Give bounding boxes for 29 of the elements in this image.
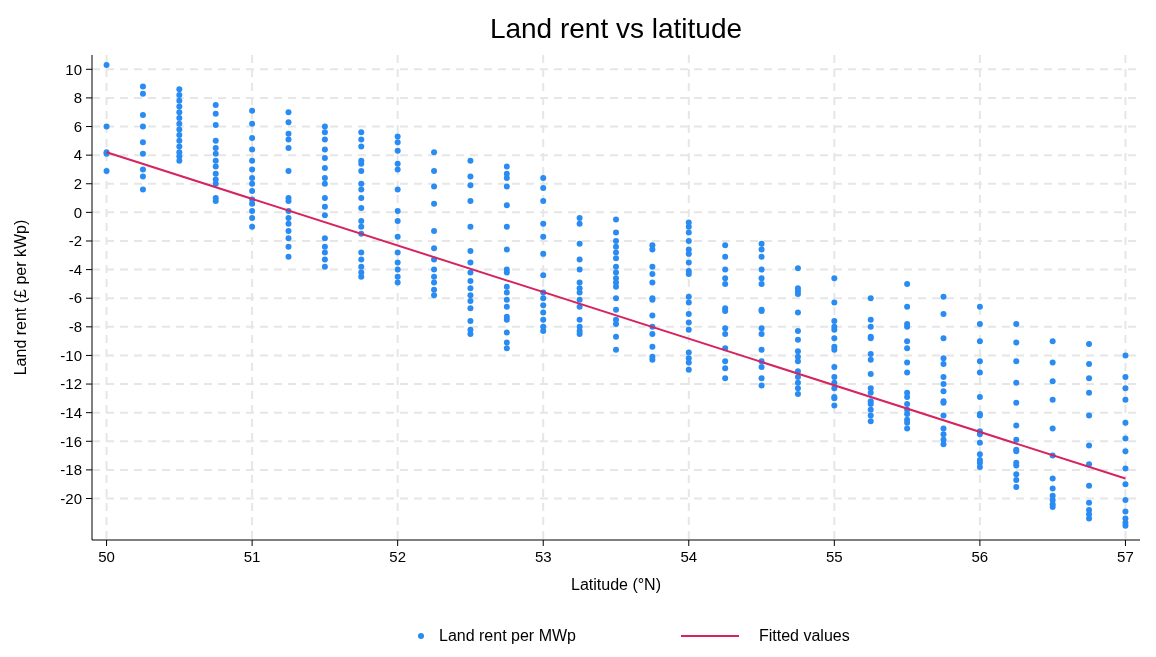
y-tick-label: 6	[73, 117, 82, 135]
x-tick-label: 54	[680, 548, 698, 565]
y-tick-label: -16	[60, 432, 82, 450]
y-tick-label: -4	[68, 260, 82, 278]
y-tick-label: -10	[60, 346, 82, 364]
chart-title: Land rent vs latitude	[489, 13, 743, 44]
y-tick-label: 10	[65, 60, 82, 78]
legend-label: Fitted values	[759, 627, 850, 644]
y-tick-label: 0	[73, 203, 82, 221]
y-tick-label: -14	[60, 403, 82, 421]
y-tick-label: -20	[60, 489, 82, 507]
y-tick-label: -12	[60, 375, 82, 393]
y-tick-label: -8	[68, 318, 82, 336]
x-tick-label: 53	[534, 548, 552, 565]
x-tick-label: 50	[98, 548, 115, 565]
legend-label: Land rent per MWp	[439, 627, 577, 644]
y-tick-label: -6	[68, 289, 82, 307]
y-tick-label: -18	[60, 461, 82, 479]
x-tick-label: 56	[971, 548, 989, 565]
y-axis-title: Land rent (£ per kWp)	[12, 219, 29, 376]
x-tick-label: 52	[389, 548, 407, 565]
y-tick-label: -2	[68, 232, 82, 250]
x-tick-label: 55	[825, 548, 843, 565]
y-tick-label: 2	[73, 175, 82, 193]
x-tick-label: 57	[1117, 548, 1134, 565]
y-tick-label: 4	[73, 146, 82, 164]
x-tick-label: 51	[243, 548, 261, 565]
y-tick-label: 8	[73, 89, 82, 107]
x-axis-title: Latitude (°N)	[571, 576, 661, 593]
